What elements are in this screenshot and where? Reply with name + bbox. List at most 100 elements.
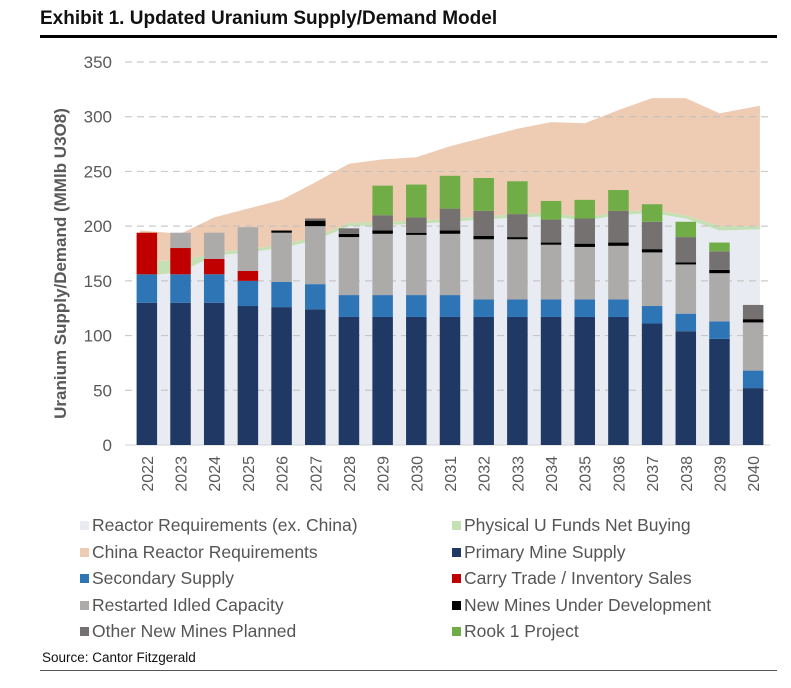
bar-segment [203,274,225,303]
bar-segment [540,242,562,245]
legend-label: China Reactor Requirements [92,541,318,562]
bar-segment [641,204,663,222]
bar-segment [608,316,629,445]
bar-segment [372,215,393,231]
bar-segment [709,242,730,252]
source-note: Source: Cantor Fitzgerald [42,650,196,665]
x-tick-label: 2040 [746,456,763,492]
bar-segment [473,316,494,445]
bar-segment [372,295,393,317]
bar-segment [675,331,697,445]
bar-segment [608,245,629,300]
chart: 0 50 100 150 200 250 300 350 2022 2023 2024 2025 202… [51,53,770,492]
legend-swatch [452,627,461,636]
bar-segment [709,251,730,270]
legend-label: New Mines Under Development [464,594,712,615]
bar-segment [439,316,461,445]
bar-segment [237,271,259,281]
bar-segment [574,246,595,300]
bar-segment [203,302,225,445]
bar-segment [439,233,461,296]
bar-segment [237,227,259,272]
bar-segment [507,299,528,317]
legend-swatch [452,600,461,610]
x-tick-label: 2022 [140,456,157,492]
bar-segment [305,284,326,310]
y-tick-label: 100 [84,327,112,346]
bar-segment [338,237,360,296]
bar-segment [338,233,360,238]
bar-segment [709,269,730,274]
y-tick-label: 200 [84,217,112,236]
legend-label: Physical U Funds Net Buying [464,515,691,535]
legend-swatch [80,521,89,530]
bar-segment [608,242,629,246]
bar-segment [439,175,461,209]
legend-swatch [452,521,461,530]
x-tick-label: 2028 [342,456,359,492]
legend-swatch [452,574,461,583]
legend-label: Restarted Idled Capacity [92,594,284,615]
bar-segment [203,232,225,259]
x-tick-label: 2036 [611,456,628,492]
legend-label: Reactor Requirements (ex. China) [92,515,358,535]
bar-segment [170,302,191,445]
bar-segment [406,234,427,296]
bar-segment [136,302,158,445]
bar-segment [439,230,461,234]
bar-segment [507,181,528,215]
bar-segment [406,316,427,445]
x-tick-label: 2026 [275,456,292,492]
exhibit-title: Exhibit 1. Updated Uranium Supply/Demand… [40,8,498,29]
bar-segment [170,248,191,275]
bar-segment [540,200,562,220]
bar-segment [305,309,326,445]
x-tick-label: 2038 [679,456,696,492]
bar-segment [237,306,259,445]
bar-segment [641,221,663,250]
bar-segment [372,185,393,216]
bar-segment [709,321,730,339]
y-tick-label: 50 [93,381,112,400]
bar-segment [271,307,292,445]
y-tick-label: 0 [103,436,112,455]
bar-segment [203,258,225,275]
bar-segment [338,295,360,317]
bar-segment [709,338,730,445]
bar-segment [473,239,494,300]
bar-segment [271,281,292,308]
bar-segment [540,316,562,445]
bar-segment [507,316,528,445]
bar-segment [574,199,595,219]
x-tick-label: 2033 [510,456,527,492]
bar-segment [305,220,326,227]
bar-segment [608,210,629,243]
legend-item: New Mines Under Development [452,595,711,616]
bar-segment [742,319,764,323]
bar-segment [641,323,663,445]
bar-segment [338,228,360,234]
bar-segment [540,219,562,243]
bar-segment [675,221,697,238]
bar-segment [406,217,427,233]
bar-segment [574,243,595,247]
x-tick-label: 2035 [578,456,595,492]
bar-segment [641,249,663,253]
legend-item: Rook 1 Project [452,621,579,642]
legend-swatch [80,600,89,610]
bar-segment [170,232,191,249]
bar-segment [507,237,528,240]
bar-segment [675,262,697,265]
bottom-rule [40,670,777,671]
bar-segment [439,208,461,231]
bar-segment [574,299,595,317]
x-tick-label: 2024 [207,456,224,492]
bar-segment [507,214,528,238]
y-tick-label: 250 [84,162,112,181]
bar-segment [742,370,764,389]
legend-item: Carry Trade / Inventory Sales [452,568,692,589]
title-rule [40,35,777,38]
bar-segment [540,299,562,317]
bar-segment [608,299,629,317]
x-tick-label: 2032 [477,456,494,492]
